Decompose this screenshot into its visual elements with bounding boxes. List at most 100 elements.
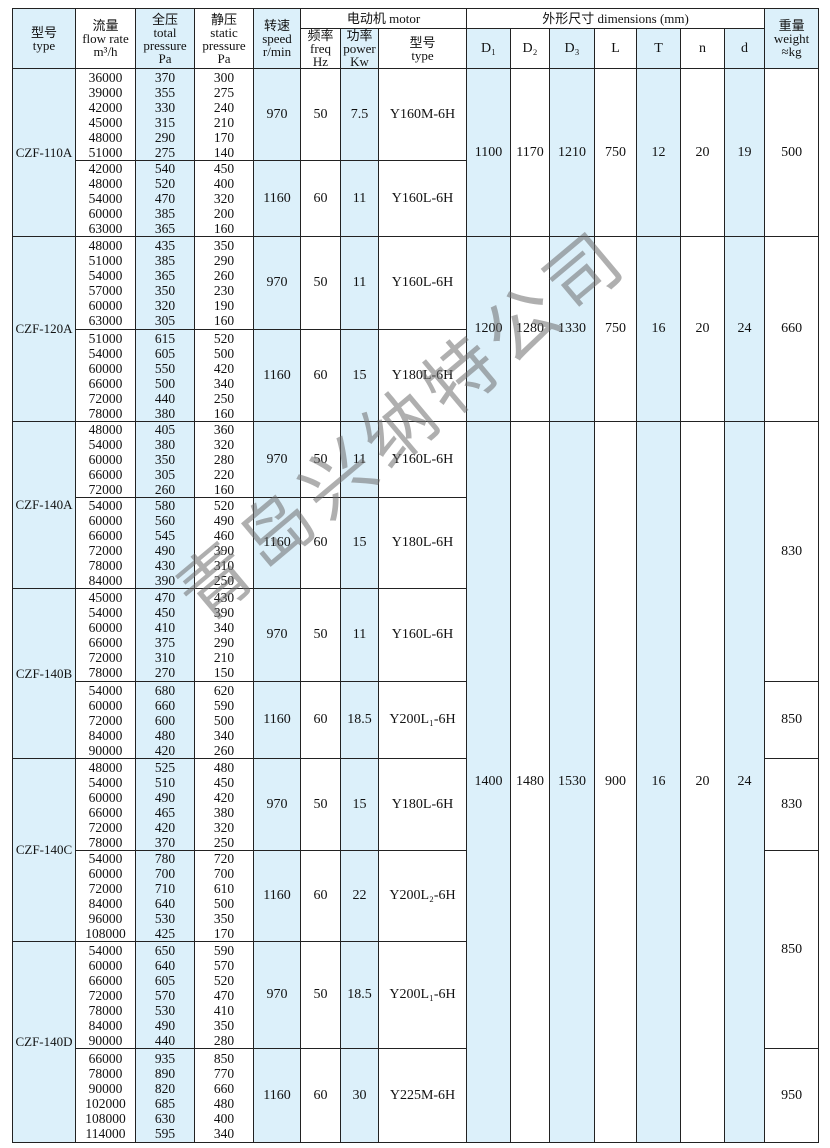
static-pressure-values: 480 450 420 380 320 250 <box>194 758 254 851</box>
header-static-pressure-line: pressure <box>202 37 246 53</box>
flow-rate-values-line: 66000 <box>88 804 123 820</box>
static-pressure-values-line: 420 <box>213 789 235 805</box>
static-pressure-values-line: 340 <box>213 375 235 391</box>
total-pressure-values: 680 660 600 480 420 <box>135 681 195 759</box>
flow-rate-values-line: 45000 <box>88 590 123 605</box>
motor-type: Y200L₂-6H <box>377 850 468 942</box>
weight: 830 <box>764 758 820 851</box>
header-static-pressure-line: static <box>210 24 238 40</box>
table-row: CZF-120A 48000 51000 54000 57000 60000 63000 43… <box>12 236 820 422</box>
total-pressure-values-line: 375 <box>154 635 176 650</box>
flow-rate-values-line: 54000 <box>88 851 123 867</box>
power: 22 <box>340 850 379 942</box>
flow-rate-values-line: 72000 <box>88 987 123 1003</box>
static-pressure-values-line: 390 <box>213 605 235 620</box>
total-pressure-values: 405 380 350 305 260 <box>135 421 195 498</box>
flow-rate-values-line: 108000 <box>85 1110 126 1126</box>
fan-type: CZF-120A <box>12 236 76 422</box>
dimension-L: 750 <box>594 68 638 237</box>
header-dim-4: T <box>636 28 682 69</box>
total-pressure-values-line: 290 <box>154 129 176 145</box>
flow-rate-values-line: 51000 <box>88 144 123 160</box>
total-pressure-values-line: 440 <box>154 390 176 406</box>
static-pressure-values-line: 590 <box>213 942 235 958</box>
flow-rate-values-line: 90000 <box>88 1080 123 1096</box>
flow-rate-values-line: 48000 <box>88 422 123 438</box>
static-pressure-values-line: 260 <box>213 742 235 758</box>
static-pressure-values-line: 770 <box>213 1065 235 1081</box>
total-pressure-values-line: 405 <box>154 422 176 438</box>
flow-rate-values-line: 60000 <box>88 620 123 635</box>
flow-rate-values: 45000 54000 60000 66000 72000 78000 <box>75 588 136 682</box>
dimension-L: 900 <box>594 421 638 1143</box>
total-pressure-values-line: 530 <box>154 1002 176 1018</box>
total-pressure-values-line: 490 <box>154 543 176 558</box>
flow-rate-values-line: 78000 <box>88 558 123 573</box>
speed: 1160 <box>253 1048 301 1143</box>
flow-rate-values-line: 102000 <box>85 1095 126 1111</box>
flow-rate-values-line: 60000 <box>88 452 123 467</box>
total-pressure-values-line: 350 <box>154 452 176 467</box>
static-pressure-values-line: 360 <box>213 422 235 438</box>
total-pressure-values: 435 385 365 350 320 305 <box>135 236 195 330</box>
weight: 830 <box>764 421 820 682</box>
static-pressure-values-line: 160 <box>213 221 235 236</box>
table-row: 54000 60000 72000 84000 96000 108000 780 700 710… <box>13 850 820 1049</box>
total-pressure-values-line: 385 <box>154 206 176 221</box>
table-row: CZF-140C 48000 54000 60000 66000 72000 78000 52… <box>12 758 820 942</box>
total-pressure-values-line: 630 <box>154 1110 176 1126</box>
dimension-D₁: 1200 <box>466 236 512 422</box>
flow-rate-values-line: 63000 <box>88 313 123 328</box>
motor-type: Y180L-6H <box>377 758 468 851</box>
total-pressure-values-line: 420 <box>154 742 176 758</box>
static-pressure-values: 350 290 260 230 190 160 <box>194 236 254 330</box>
static-pressure-values: 590 570 520 470 410 350 280 <box>194 941 254 1049</box>
fan-type: CZF-110A <box>12 68 76 237</box>
header-flow: 流量 flow rate m³/h <box>75 8 136 69</box>
total-pressure-values-line: 545 <box>154 528 176 543</box>
flow-rate-values-line: 42000 <box>88 99 123 115</box>
static-pressure-values-line: 210 <box>213 114 235 130</box>
static-pressure-values-line: 340 <box>213 1125 235 1141</box>
total-pressure-values: 780 700 710 640 530 425 <box>135 850 195 942</box>
header-total-pressure-line: Pa <box>158 50 172 66</box>
flow-rate-values: 36000 39000 42000 45000 48000 51000 <box>75 68 136 161</box>
speed: 970 <box>253 421 301 498</box>
total-pressure-values-line: 680 <box>154 682 176 698</box>
dimension-D₁: 1100 <box>466 68 512 237</box>
dimension-T: 16 <box>636 236 682 422</box>
header-freq-line: Hz <box>312 54 329 69</box>
header-freq: 频率 freq Hz <box>300 28 341 69</box>
header-dim-2: D₃ <box>549 28 596 69</box>
header-dim-1: D₂ <box>510 28 551 69</box>
frequency: 60 <box>300 1048 341 1143</box>
static-pressure-values-line: 150 <box>213 665 235 680</box>
header-dim-5: n <box>680 28 726 69</box>
flow-rate-values: 51000 54000 60000 66000 72000 78000 <box>75 329 136 422</box>
header-total-pressure-line: 全压 <box>151 11 178 27</box>
static-pressure-values-line: 300 <box>213 69 235 85</box>
total-pressure-values-line: 710 <box>154 881 176 896</box>
static-pressure-values-line: 390 <box>213 543 235 558</box>
frequency: 60 <box>300 850 341 942</box>
static-pressure-values-line: 500 <box>213 896 235 911</box>
static-pressure-values: 720 700 610 500 350 170 <box>194 850 254 942</box>
static-pressure-values: 620 590 500 340 260 <box>194 681 254 759</box>
flow-rate-values-line: 72000 <box>88 712 123 728</box>
static-pressure-values-line: 520 <box>213 498 235 514</box>
total-pressure-values-line: 370 <box>154 69 176 85</box>
flow-rate-values-line: 72000 <box>88 543 123 558</box>
header-flow-line: m³/h <box>93 44 118 59</box>
dimension-n: 20 <box>680 236 726 422</box>
dimension-d: 24 <box>724 236 766 422</box>
dimension-D₂: 1170 <box>510 68 551 237</box>
static-pressure-values-line: 520 <box>213 972 235 988</box>
flow-rate-values-line: 72000 <box>88 819 123 835</box>
static-pressure-values-line: 450 <box>213 161 235 177</box>
total-pressure-values-line: 650 <box>154 942 176 958</box>
total-pressure-values-line: 465 <box>154 804 176 820</box>
total-pressure-values-line: 385 <box>154 253 176 268</box>
header-weight-line: 重量 <box>778 18 805 33</box>
total-pressure-values-line: 390 <box>154 573 176 588</box>
static-pressure-values-line: 850 <box>213 1050 235 1066</box>
